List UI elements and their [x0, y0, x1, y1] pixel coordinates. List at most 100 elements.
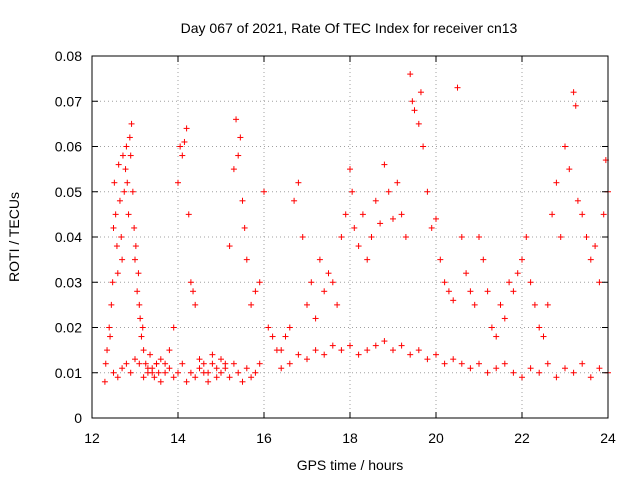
data-point [600, 211, 607, 218]
data-point [196, 365, 203, 372]
data-point [364, 347, 371, 354]
data-point [411, 107, 418, 114]
data-point [125, 211, 132, 218]
data-point [424, 188, 431, 195]
data-point [136, 301, 143, 308]
data-point [112, 211, 119, 218]
data-point [553, 179, 560, 186]
data-point [359, 211, 366, 218]
data-point [329, 279, 336, 286]
data-point [107, 333, 114, 340]
data-point [132, 243, 139, 250]
data-point [587, 374, 594, 381]
data-point [349, 188, 356, 195]
data-point [570, 369, 577, 376]
data-point [299, 234, 306, 240]
data-point [115, 161, 122, 168]
data-point [205, 378, 212, 385]
data-point [109, 279, 116, 286]
data-point [562, 143, 568, 150]
data-point [116, 197, 123, 204]
data-point [282, 333, 289, 340]
data-point [540, 333, 547, 340]
data-point [140, 347, 147, 354]
data-point [312, 347, 319, 354]
data-point [166, 365, 173, 372]
data-point [338, 234, 345, 240]
data-point [579, 360, 586, 367]
data-point [123, 360, 130, 367]
data-point [269, 333, 276, 340]
data-point [213, 374, 220, 381]
data-point [187, 279, 194, 286]
y-tick-label: 0.02 [55, 320, 82, 336]
data-point [226, 243, 233, 250]
data-point [218, 356, 224, 363]
data-point [157, 356, 164, 363]
data-point [256, 279, 263, 286]
data-point [493, 365, 500, 372]
data-point [394, 179, 401, 186]
data-point [316, 256, 323, 263]
y-tick-label: 0.05 [55, 184, 82, 200]
axis-tick-labels: 12 14 16 18 20 22 24 0 0.01 0.02 0.03 0.04 0.05 0.06 0… [55, 48, 616, 446]
data-point [134, 288, 141, 295]
data-point [467, 365, 474, 372]
data-point [566, 166, 573, 173]
data-point [111, 179, 118, 186]
data-point [519, 256, 525, 263]
data-point [549, 211, 556, 218]
data-point [536, 369, 543, 376]
data-point [278, 365, 285, 372]
data-point [351, 224, 358, 231]
data-point [329, 342, 336, 349]
data-point [553, 374, 560, 381]
data-point [101, 378, 108, 385]
data-point [506, 279, 513, 286]
y-axis-label: ROTI / TECUs [6, 192, 22, 282]
data-point [286, 360, 293, 367]
data-point [200, 369, 207, 376]
data-point [138, 333, 145, 340]
data-point [132, 356, 138, 363]
data-point [166, 347, 173, 354]
data-point [248, 301, 255, 308]
data-point [175, 179, 181, 186]
data-point [364, 256, 371, 263]
data-point [334, 301, 341, 308]
data-point [104, 347, 111, 354]
data-point [295, 179, 302, 186]
data-point [209, 351, 216, 358]
data-point [183, 125, 190, 132]
data-point [445, 288, 452, 295]
data-point [185, 211, 192, 218]
data-point [488, 324, 495, 331]
x-tick-label: 18 [342, 430, 358, 446]
data-point [433, 351, 439, 358]
data-point [415, 347, 422, 354]
data-point [471, 301, 478, 308]
data-point [140, 374, 147, 381]
data-point [286, 324, 293, 331]
data-point [230, 166, 237, 173]
data-point [135, 270, 142, 277]
data-point [415, 120, 422, 127]
data-point [458, 234, 465, 240]
data-point [454, 84, 461, 91]
y-tick-label: 0 [74, 410, 82, 426]
data-point [113, 243, 120, 250]
data-point [544, 301, 551, 308]
data-point [127, 152, 134, 159]
data-point [162, 360, 169, 367]
data-point [523, 234, 530, 240]
data-point [428, 224, 435, 231]
data-point [402, 234, 409, 240]
data-point [137, 315, 144, 322]
data-point [501, 360, 508, 367]
data-point [226, 374, 233, 381]
x-tick-label: 14 [170, 430, 186, 446]
data-point [596, 279, 603, 286]
data-point [114, 270, 121, 277]
data-point [291, 197, 298, 204]
data-point [108, 301, 115, 308]
